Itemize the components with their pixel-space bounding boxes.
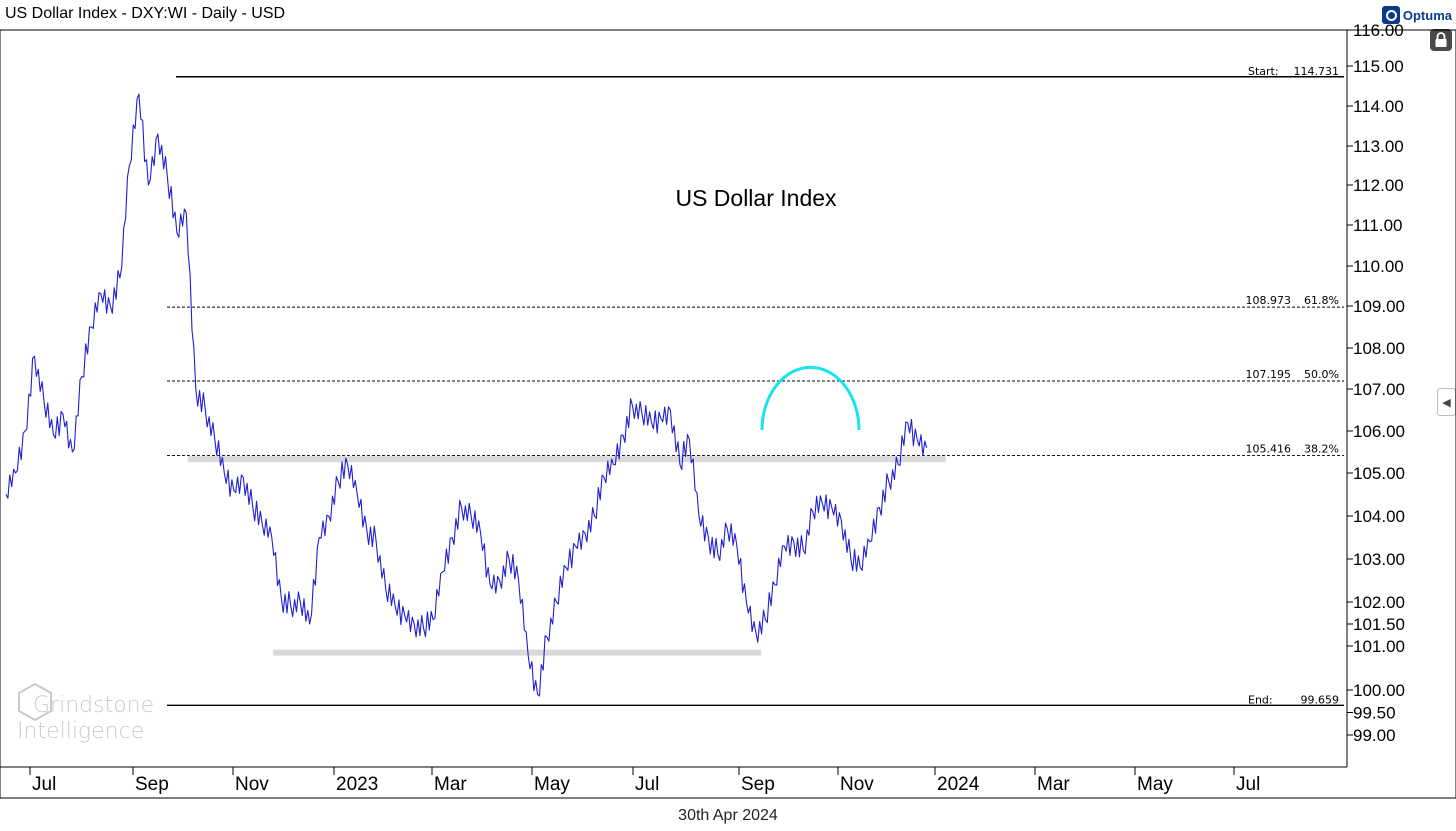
x-tick-label: Jul	[635, 774, 659, 795]
y-tick-label: 103.00	[1353, 550, 1405, 569]
price-series-line	[5, 93, 928, 697]
x-tick-label: May	[1137, 774, 1173, 795]
y-tick-label: 106.00	[1353, 422, 1405, 441]
y-tick-label: 108.00	[1353, 339, 1405, 358]
end-level-label: End:	[1248, 693, 1273, 706]
x-tick-label: Jul	[32, 774, 56, 795]
start-level-value: 114.731	[1294, 65, 1340, 78]
lock-button[interactable]	[1430, 29, 1452, 51]
x-tick-label: 2023	[336, 774, 378, 795]
y-tick-label: 110.00	[1353, 257, 1404, 276]
start-level-label: Start:	[1248, 65, 1279, 78]
end-level-value: 99.659	[1301, 693, 1340, 706]
y-tick-label: 100.00	[1353, 681, 1405, 700]
lock-icon	[1435, 32, 1447, 47]
y-tick-label: 115.00	[1353, 57, 1404, 76]
y-tick-label: 113.00	[1353, 137, 1404, 156]
x-tick-label: Mar	[1037, 774, 1070, 795]
instrument-title: US Dollar Index - DXY:WI - Daily - USD	[5, 5, 286, 22]
y-tick-label: 116.00	[1353, 21, 1404, 40]
grindstone-hex-icon	[18, 682, 52, 722]
plot-frame	[0, 29, 1456, 799]
optuma-logo-icon	[1381, 6, 1400, 24]
y-tick-label: 102.00	[1353, 593, 1405, 612]
chevron-left-icon: ◀	[1442, 396, 1451, 409]
y-tick-label: 114.00	[1353, 97, 1404, 116]
rounded-top-arc	[760, 365, 861, 431]
y-tick-label: 112.00	[1353, 176, 1404, 195]
y-tick-label: 101.00	[1353, 637, 1405, 656]
brand-name: Optuma	[1402, 7, 1452, 23]
watermark-logo: Grindstone Intelligence	[17, 682, 154, 744]
x-tick-label: 2024	[937, 774, 980, 795]
chart-header: US Dollar Index - DXY:WI - Daily - USD O…	[0, 0, 1456, 30]
y-tick-label: 104.00	[1353, 507, 1405, 526]
retracement-value-2: 107.195	[1246, 368, 1292, 381]
x-tick-label: Mar	[434, 774, 467, 795]
x-tick-label: Sep	[741, 774, 775, 795]
retracement-pct-1: 61.8%	[1304, 294, 1339, 307]
y-tick-label: 107.00	[1353, 380, 1405, 399]
x-tick-label: Sep	[135, 774, 169, 795]
x-tick-label: Nov	[840, 774, 874, 795]
watermark-line-1: Grindstone	[33, 693, 154, 718]
y-tick-label: 99.50	[1353, 704, 1396, 723]
plot-title: US Dollar Index	[675, 185, 837, 211]
y-tick-label: 101.50	[1353, 615, 1405, 634]
retracement-value-1: 108.973	[1246, 294, 1292, 307]
y-tick-label: 99.00	[1353, 726, 1396, 745]
footer-date: 30th Apr 2024	[678, 807, 778, 824]
x-tick-label: Nov	[235, 774, 269, 795]
retracement-value-3: 105.416	[1246, 443, 1292, 456]
x-tick-label: May	[534, 774, 570, 795]
x-tick-label: Jul	[1236, 774, 1260, 795]
y-tick-label: 111.00	[1353, 216, 1402, 235]
brand-logo: Optuma	[1381, 4, 1452, 26]
retracement-pct-2: 50.0%	[1304, 368, 1339, 381]
watermark-line-2: Intelligence	[17, 719, 144, 744]
retracement-pct-3: 38.2%	[1304, 443, 1339, 456]
y-tick-label: 109.00	[1353, 297, 1405, 316]
y-tick-label: 105.00	[1353, 464, 1405, 483]
